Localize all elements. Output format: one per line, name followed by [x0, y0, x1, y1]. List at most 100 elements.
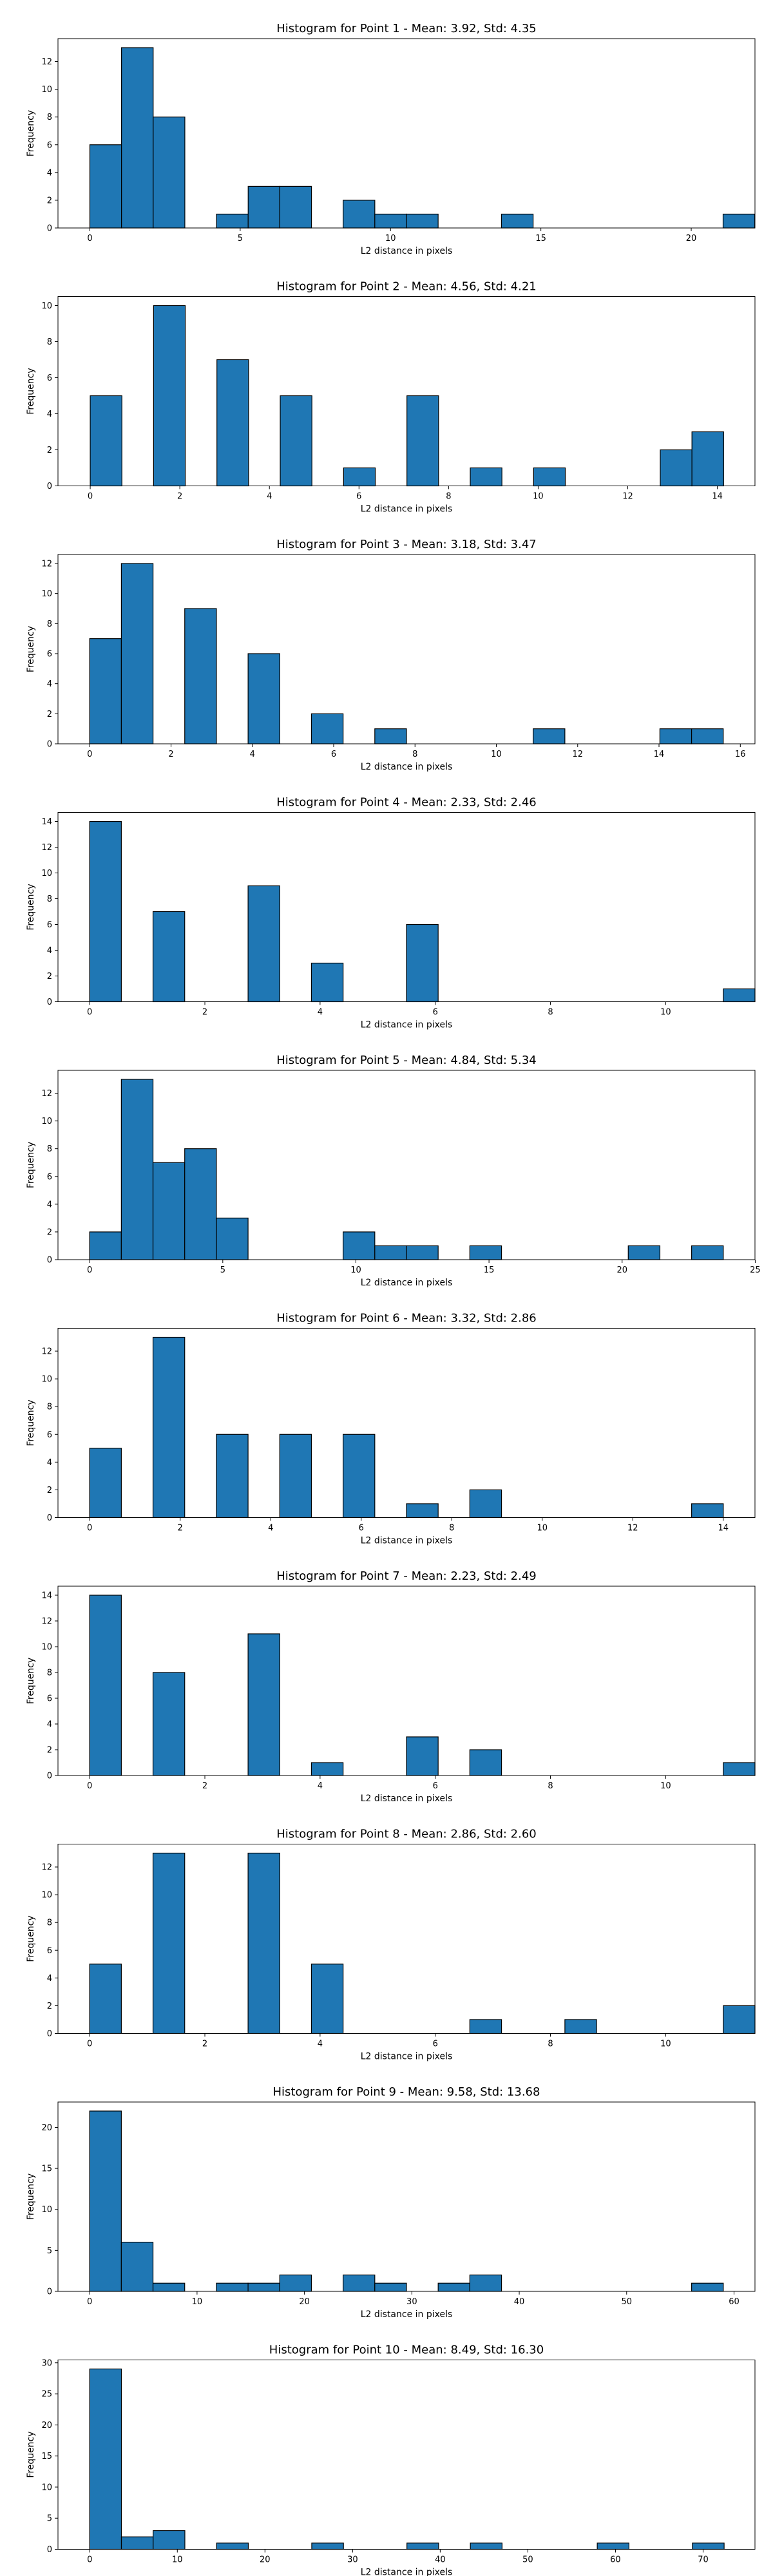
x-tick-label: 20: [260, 2555, 271, 2565]
histogram-bar: [280, 395, 312, 487]
y-tick-label: 12: [41, 57, 52, 67]
histogram-bar: [120, 2536, 154, 2550]
histogram-bar: [184, 1148, 217, 1260]
histogram-bar: [89, 820, 122, 1003]
histogram-bar: [723, 1762, 756, 1776]
y-tick-label: 12: [41, 1347, 52, 1357]
histogram-bar: [89, 638, 122, 744]
histogram-bar: [691, 728, 724, 744]
chart-title: Histogram for Point 9 - Mean: 9.58, Std:…: [273, 2085, 540, 2099]
y-tick-label: 0: [47, 1772, 52, 1781]
y-axis-label: Frequency: [26, 1142, 36, 1188]
x-tick-label: 14: [712, 492, 723, 502]
chart-title: Histogram for Point 6 - Mean: 3.32, Std:…: [276, 1312, 537, 1325]
y-tick-label: 2: [47, 1227, 52, 1237]
x-tick-label: 0: [87, 1524, 92, 1533]
histogram-bar: [533, 467, 566, 487]
y-axis-label: Frequency: [26, 1915, 36, 1962]
y-tick-label: 6: [47, 650, 52, 659]
x-axis-label: L2 distance in pixels: [361, 2568, 453, 2576]
histogram-bar: [659, 728, 692, 744]
x-axis-label: L2 distance in pixels: [361, 2309, 453, 2320]
histogram-bar: [469, 2019, 502, 2034]
x-tick-label: 10: [491, 750, 502, 759]
y-tick-label: 0: [47, 1256, 52, 1265]
y-tick-label: 20: [41, 2421, 52, 2430]
histogram-bar: [216, 213, 249, 229]
histogram-bar: [691, 1503, 724, 1519]
y-tick-label: 2: [47, 196, 52, 205]
y-tick-label: 6: [47, 1946, 52, 1956]
histogram-bar: [722, 213, 756, 229]
y-tick-label: 2: [47, 1746, 52, 1756]
histogram-bar: [470, 467, 502, 487]
x-axis-label: L2 distance in pixels: [361, 1020, 453, 1030]
y-tick-label: 4: [47, 1974, 52, 1984]
x-tick-label: 5: [220, 1265, 225, 1275]
plot-frame: [57, 1844, 756, 2034]
x-tick-label: 0: [87, 1265, 92, 1275]
histogram-bar: [152, 1336, 186, 1519]
plot-frame: [57, 1070, 756, 1260]
histogram-bar: [343, 2274, 376, 2292]
plot-frame: [57, 296, 756, 486]
histogram-bar: [437, 2282, 470, 2292]
histogram-bar: [310, 962, 344, 1003]
x-axis-label: L2 distance in pixels: [361, 1794, 453, 1804]
histogram-bar: [90, 395, 122, 487]
histogram-bar: [406, 923, 439, 1003]
histogram-bar: [216, 1217, 249, 1260]
histogram-bar: [469, 1749, 502, 1776]
histogram-bar: [184, 608, 217, 744]
histogram-bar: [406, 1245, 439, 1260]
histogram-bar: [406, 1736, 439, 1776]
histogram-bar: [374, 2282, 407, 2292]
x-tick-label: 2: [178, 1524, 183, 1533]
x-tick-label: 60: [729, 2297, 740, 2307]
y-tick-label: 4: [47, 1720, 52, 1730]
y-tick-label: 10: [41, 2483, 52, 2492]
chart-title: Histogram for Point 7 - Mean: 2.23, Std:…: [276, 1569, 537, 1583]
x-tick-label: 12: [627, 1524, 638, 1533]
y-tick-label: 4: [47, 679, 52, 689]
y-tick-label: 0: [47, 740, 52, 750]
x-tick-label: 15: [535, 234, 546, 243]
x-tick-label: 10: [350, 1265, 361, 1275]
x-tick-label: 8: [548, 1781, 553, 1791]
histogram-bar: [406, 1503, 439, 1519]
histogram-bar: [501, 213, 534, 229]
x-tick-label: 20: [299, 2297, 310, 2307]
y-tick-label: 4: [47, 1200, 52, 1209]
y-tick-label: 6: [47, 920, 52, 930]
y-tick-label: 10: [41, 869, 52, 878]
histogram-bar: [120, 563, 154, 744]
histogram-bar: [152, 911, 186, 1003]
y-tick-label: 10: [41, 589, 52, 599]
histogram-point-8: Histogram for Point 8 - Mean: 2.86, Std:…: [26, 1828, 756, 2062]
histogram-bar: [374, 1245, 407, 1260]
histogram-bar: [279, 1434, 312, 1519]
y-tick-label: 0: [47, 998, 52, 1007]
chart-title: Histogram for Point 8 - Mean: 2.86, Std:…: [276, 1828, 537, 1841]
histogram-bar: [691, 1245, 724, 1260]
x-tick-label: 2: [168, 750, 173, 759]
y-tick-label: 8: [47, 337, 52, 347]
y-axis-label: Frequency: [26, 1399, 36, 1446]
plot-frame: [57, 554, 756, 744]
histogram-bar: [247, 2282, 280, 2292]
x-tick-label: 10: [660, 1008, 671, 1018]
y-tick-label: 4: [47, 946, 52, 956]
x-axis-label: L2 distance in pixels: [361, 246, 453, 256]
histogram-point-10: Histogram for Point 10 - Mean: 8.49, Std…: [26, 2344, 756, 2576]
y-axis-label: Frequency: [26, 2431, 36, 2477]
y-tick-label: 0: [47, 224, 52, 234]
y-tick-label: 14: [41, 817, 52, 827]
y-tick-label: 10: [41, 1643, 52, 1653]
histogram-bar: [692, 2543, 725, 2550]
histogram-point-2: Histogram for Point 2 - Mean: 4.56, Std:…: [26, 280, 756, 515]
y-tick-label: 0: [47, 2545, 52, 2555]
y-tick-label: 12: [41, 1863, 52, 1873]
y-tick-label: 0: [47, 2029, 52, 2039]
y-tick-label: 6: [47, 1172, 52, 1182]
y-tick-label: 5: [47, 2246, 52, 2256]
